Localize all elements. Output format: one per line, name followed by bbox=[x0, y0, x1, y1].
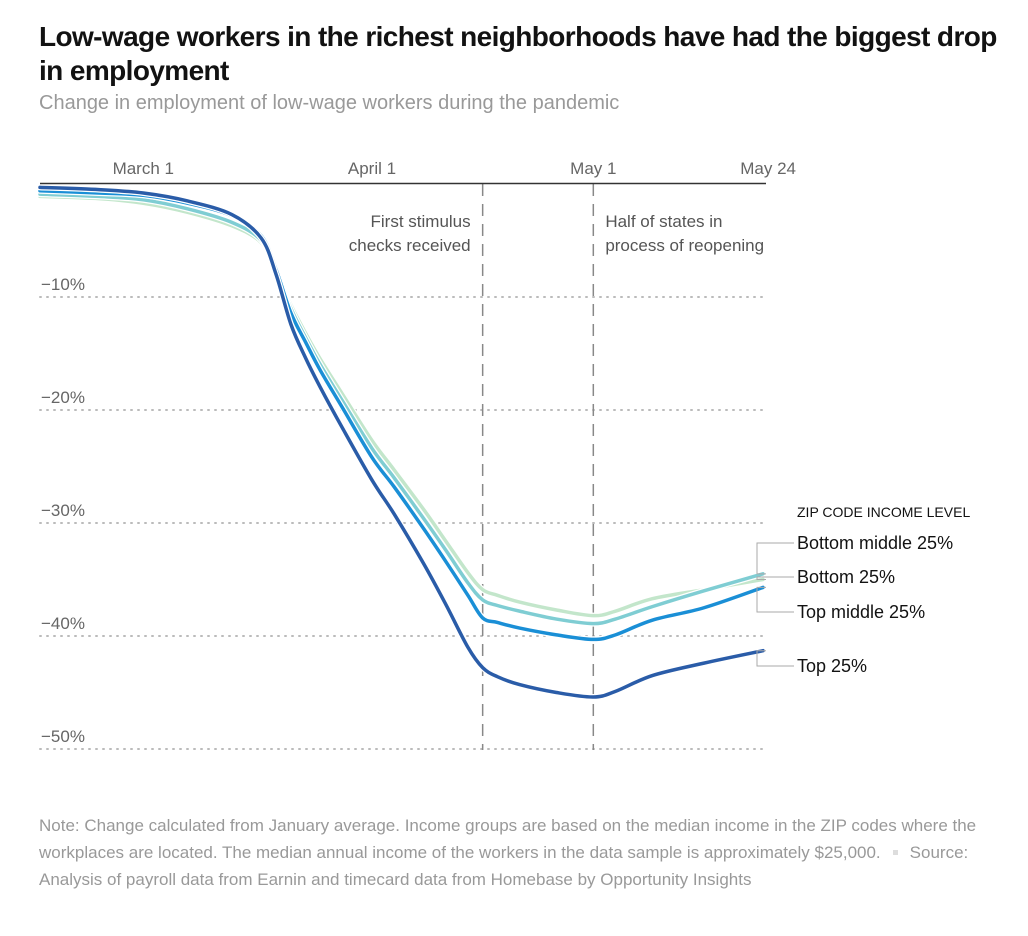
annotation-text: checks received bbox=[349, 236, 471, 255]
chart-note: Note: Change calculated from January ave… bbox=[39, 812, 999, 893]
source-text: Source: Analysis of payroll data from Ea… bbox=[39, 843, 969, 889]
legend-leader-line bbox=[756, 586, 794, 613]
y-tick-label: −20% bbox=[41, 388, 85, 407]
annotation-text: Half of states in bbox=[605, 212, 722, 231]
x-tick-label: May 1 bbox=[570, 159, 616, 178]
chart-subtitle: Change in employment of low-wage workers… bbox=[39, 92, 620, 114]
annotation-lines bbox=[481, 184, 595, 750]
annotation-text: process of reopening bbox=[605, 236, 764, 255]
note-text: Note: Change calculated from January ave… bbox=[39, 816, 977, 862]
annotation-text: First stimulus bbox=[371, 212, 471, 231]
series-lines bbox=[37, 184, 766, 701]
y-tick-label: −10% bbox=[41, 275, 85, 294]
legend: ZIP CODE INCOME LEVEL Bottom middle 25% Bo… bbox=[756, 504, 970, 676]
legend-label: Top middle 25% bbox=[797, 602, 925, 622]
y-tick-label: −50% bbox=[41, 727, 85, 746]
annotations: First stimulus checks received Half of sta… bbox=[349, 212, 764, 255]
series-line-top-25- bbox=[38, 185, 765, 699]
series-line-bottom-middle-25- bbox=[38, 192, 765, 626]
y-tick-label: −30% bbox=[41, 501, 85, 520]
line-chart: March 1 April 1 May 1 May 24 −10% −20% −30% −4… bbox=[37, 159, 970, 750]
series-halo bbox=[37, 193, 766, 619]
chart-title: Low-wage workers in the richest neighbor… bbox=[39, 21, 997, 86]
legend-leader-line bbox=[756, 650, 794, 667]
series-line-bottom-25- bbox=[38, 194, 765, 618]
separator bbox=[892, 849, 898, 855]
legend-label: Bottom middle 25% bbox=[797, 533, 953, 553]
legend-label: Top 25% bbox=[797, 656, 867, 676]
series-halo bbox=[37, 187, 766, 643]
x-tick-label: March 1 bbox=[113, 159, 174, 178]
series-halo bbox=[37, 191, 766, 627]
x-tick-label: May 24 bbox=[740, 159, 796, 178]
y-tick-label: −40% bbox=[41, 614, 85, 633]
legend-label: Bottom 25% bbox=[797, 567, 895, 587]
y-tick-labels: −10% −20% −30% −40% −50% bbox=[41, 275, 85, 746]
legend-leader-line bbox=[756, 576, 794, 580]
series-line-top-middle-25- bbox=[38, 189, 765, 642]
x-tick-label: April 1 bbox=[348, 159, 396, 178]
x-tick-labels: March 1 April 1 May 1 May 24 bbox=[113, 159, 796, 178]
legend-leader-line bbox=[756, 542, 794, 575]
legend-title: ZIP CODE INCOME LEVEL bbox=[797, 504, 970, 520]
